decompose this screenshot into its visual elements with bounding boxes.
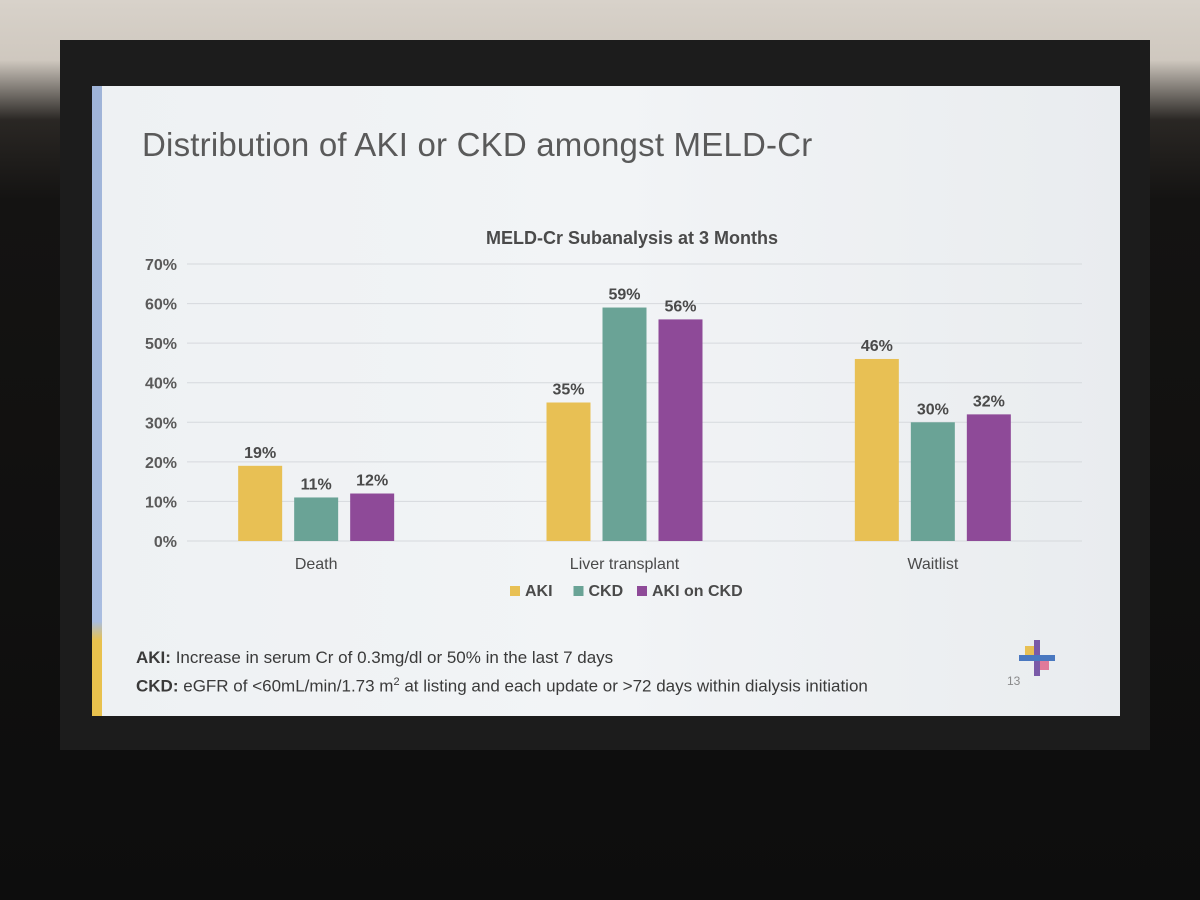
category-label: Death — [295, 556, 338, 573]
legend-label: AKI — [525, 583, 553, 600]
data-label: 11% — [301, 476, 332, 493]
y-tick-label: 10% — [145, 494, 177, 511]
y-tick-label: 50% — [145, 336, 177, 353]
bar — [602, 307, 647, 541]
legend-swatch — [637, 586, 647, 596]
y-tick-label: 60% — [145, 297, 177, 314]
data-label: 19% — [244, 445, 276, 462]
y-tick-label: 0% — [154, 534, 177, 551]
bar — [238, 465, 283, 541]
footnote-ckd-text-b: at listing and each update or >72 days w… — [399, 676, 868, 696]
footnote-ckd-text-a: eGFR of <60mL/min/1.73 m — [183, 676, 394, 696]
bar — [546, 402, 591, 541]
y-tick-label: 20% — [145, 455, 177, 472]
data-label: 59% — [608, 287, 640, 304]
footnote-ckd: CKD: eGFR of <60mL/min/1.73 m2 at listin… — [136, 670, 868, 699]
legend-swatch — [510, 586, 520, 596]
y-tick-label: 70% — [145, 257, 177, 274]
data-label: 32% — [973, 393, 1005, 410]
footnote-aki: AKI: Increase in serum Cr of 0.3mg/dl or… — [136, 646, 868, 670]
bar — [658, 319, 703, 541]
category-label: Liver transplant — [570, 556, 680, 573]
data-label: 30% — [917, 401, 949, 418]
footnote-ckd-label: CKD: — [136, 676, 179, 696]
bar — [910, 422, 955, 541]
category-label: Waitlist — [907, 556, 959, 573]
legend-label: AKI on CKD — [652, 583, 743, 600]
y-tick-label: 40% — [145, 376, 177, 393]
bar — [854, 358, 899, 541]
y-tick-label: 30% — [145, 415, 177, 432]
institution-logo-icon — [1019, 640, 1055, 676]
footnotes: AKI: Increase in serum Cr of 0.3mg/dl or… — [136, 646, 868, 699]
data-label: 46% — [861, 338, 893, 355]
legend-label: CKD — [589, 583, 624, 600]
footnote-aki-text: Increase in serum Cr of 0.3mg/dl or 50% … — [175, 648, 614, 667]
slide: Distribution of AKI or CKD amongst MELD-… — [92, 86, 1120, 716]
footnote-aki-label: AKI: — [136, 648, 171, 667]
bar — [350, 493, 395, 541]
slide-left-accent — [92, 86, 102, 716]
data-label: 35% — [552, 382, 584, 399]
bar — [966, 414, 1011, 541]
legend-swatch — [573, 586, 584, 596]
chart-title: MELD-Cr Subanalysis at 3 Months — [486, 228, 778, 248]
data-label: 56% — [664, 298, 696, 315]
bar — [294, 497, 339, 541]
data-label: 12% — [356, 473, 388, 490]
bar-chart: MELD-Cr Subanalysis at 3 Months 0% 10% 20% 3… — [145, 228, 1082, 600]
footnote-ckd-superscript: 2 — [393, 676, 400, 688]
page-number: 13 — [1007, 674, 1021, 688]
slide-title: Distribution of AKI or CKD amongst MELD-… — [142, 126, 813, 163]
